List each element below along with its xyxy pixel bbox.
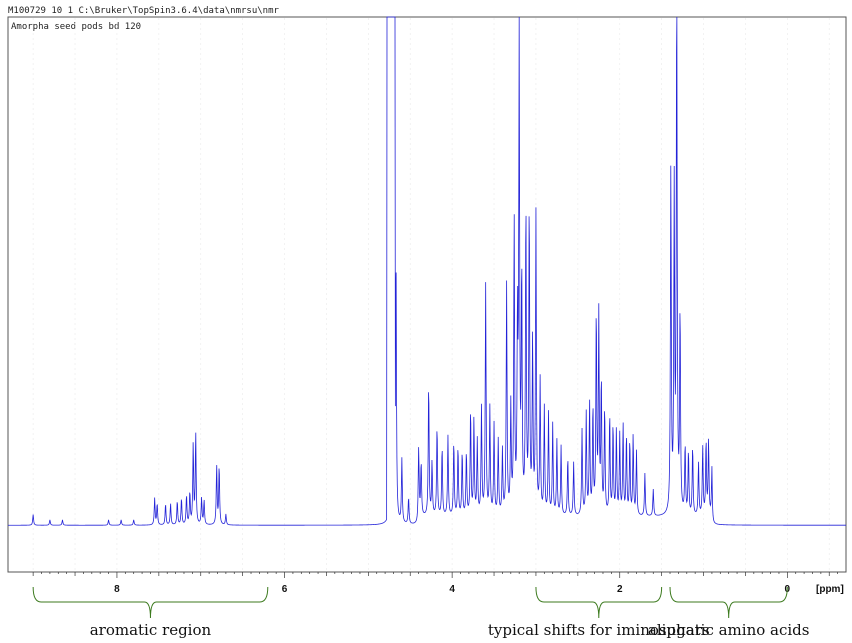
region-brace bbox=[32, 586, 269, 619]
plot-frame bbox=[7, 16, 847, 573]
spectrum-title: Amorpha seed pods bd 120 bbox=[11, 22, 141, 32]
x-tick-label: 6 bbox=[282, 584, 288, 595]
region-label: typical shifts for iminosugars bbox=[488, 621, 710, 639]
spectrum-line bbox=[8, 16, 846, 526]
x-tick-label: 4 bbox=[449, 584, 455, 595]
region-label: aromatic region bbox=[90, 621, 212, 639]
x-axis-unit-label: [ppm] bbox=[816, 584, 844, 595]
x-tick-label: 2 bbox=[617, 584, 623, 595]
region-brace bbox=[535, 586, 663, 619]
header-info-line: M100729 10 1 C:\Bruker\TopSpin3.6.4\data… bbox=[8, 6, 280, 16]
region-annotations: aromatic region typical shifts for iminos… bbox=[32, 586, 810, 639]
x-tick-label: 8 bbox=[114, 584, 120, 595]
region-brace bbox=[669, 586, 788, 619]
region-label: aliphatic amino acids bbox=[648, 621, 810, 639]
